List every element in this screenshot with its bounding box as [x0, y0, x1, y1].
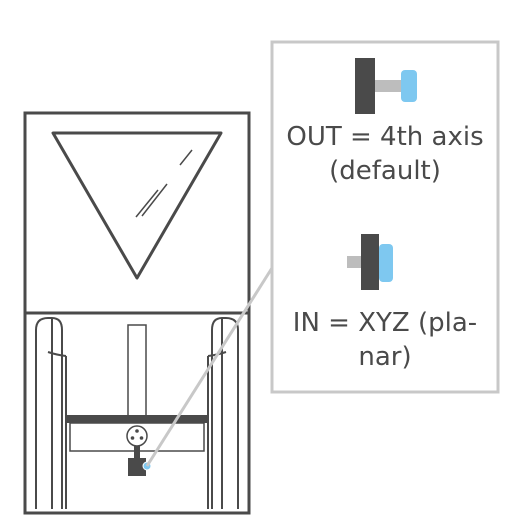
gantry-column [127, 324, 147, 426]
callout-leader-line [145, 267, 274, 467]
out-mode-label: OUT = 4th axis (default) [286, 122, 484, 186]
window-glare-line [141, 183, 168, 217]
tool-shaft [134, 446, 140, 460]
knob-in-body [361, 234, 379, 290]
carriage-top-bar [66, 415, 208, 423]
tool-head [126, 425, 148, 447]
in-mode-label: IN = XYZ (pla-nar) [292, 308, 478, 372]
knob-out-cap [401, 70, 417, 102]
tool-head-dot [135, 429, 139, 433]
window-triangle [51, 131, 223, 280]
tool-base [128, 458, 146, 476]
left-rail [35, 317, 63, 509]
callout-box [270, 40, 500, 394]
tool-head-dot [139, 436, 144, 440]
knob-out-body [355, 58, 375, 114]
knob-in-shaft [347, 256, 361, 268]
window-glare-line [135, 189, 159, 218]
knob-out-shaft [375, 80, 401, 92]
tool-head-dot [130, 436, 135, 440]
window-glare-line [179, 149, 193, 166]
left-rail-bend [47, 351, 67, 357]
knob-in-cap [379, 244, 393, 282]
